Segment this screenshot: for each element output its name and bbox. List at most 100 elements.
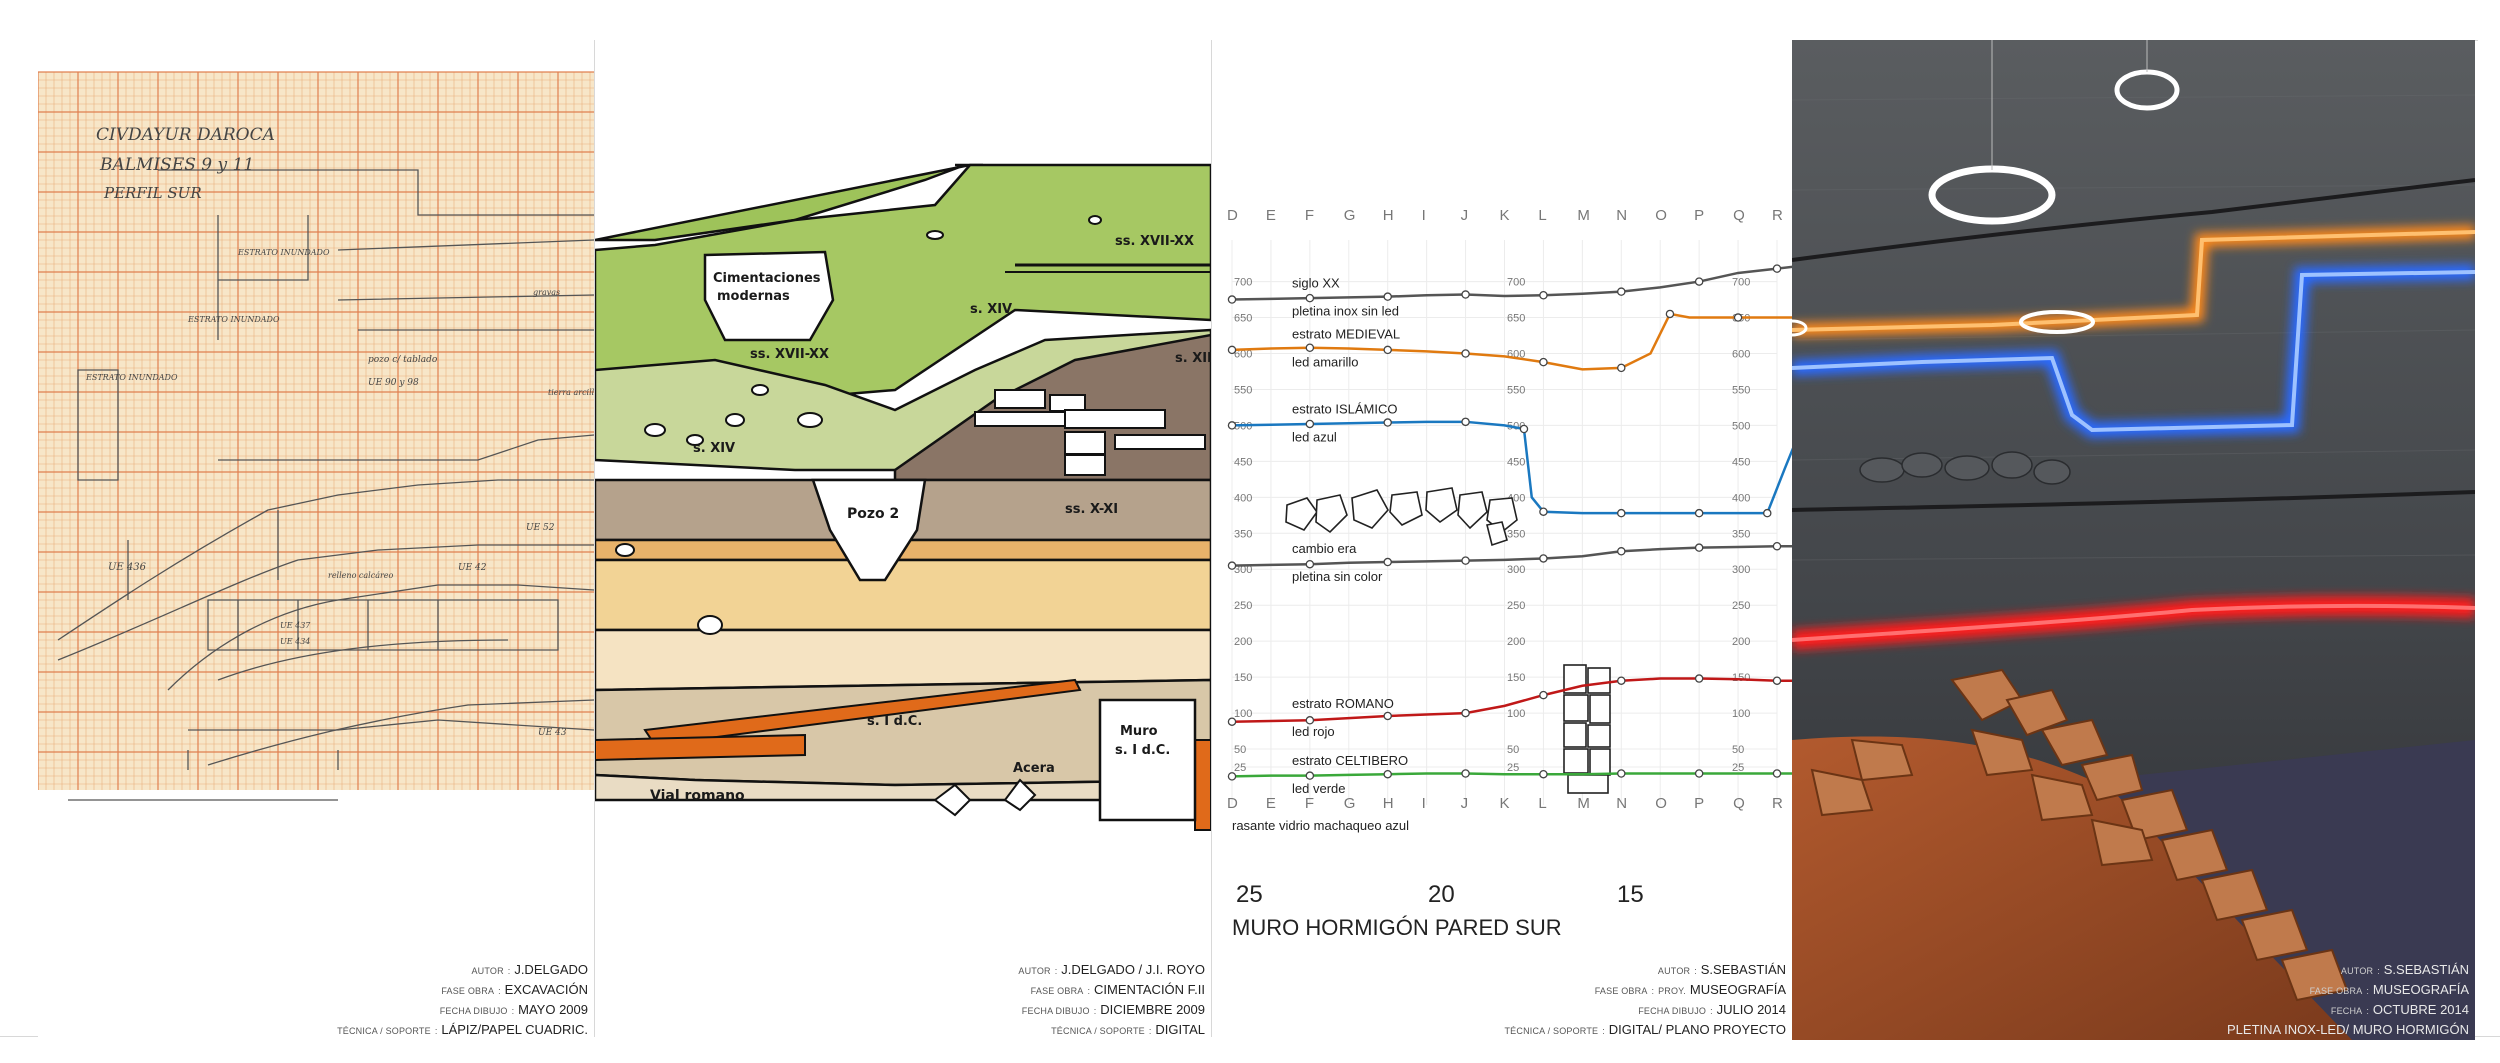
- x-tick-label-bottom: M: [1577, 795, 1590, 812]
- series-point: [1383, 345, 1392, 355]
- stones: [615, 215, 1206, 817]
- series-line: [1231, 265, 1792, 301]
- series-name: estrato ISLÁMICO: [1292, 401, 1397, 416]
- x-tick-label-top: M: [1577, 207, 1590, 224]
- label-cimentaciones-line2: modernas: [717, 289, 790, 304]
- series-point: [1694, 543, 1704, 552]
- series-point: [1227, 772, 1237, 781]
- y-tick-label: 450: [1732, 456, 1750, 468]
- series-point: [1539, 690, 1548, 700]
- sketch-label: UE 436: [108, 562, 147, 573]
- series-line: [1231, 420, 1792, 515]
- y-tick-label: 50: [1234, 744, 1246, 756]
- x-tick-label-bottom: L: [1538, 795, 1546, 812]
- y-tick-label: 250: [1234, 600, 1252, 612]
- x-tick-label-top: I: [1422, 207, 1426, 224]
- series-point: [1617, 287, 1626, 296]
- credit-value: MUSEOGRAFÍA: [1689, 982, 1786, 997]
- x-tick-label-top: F: [1305, 207, 1314, 224]
- credit-technique: TÉCNICA / SOPORTE: LÁPIZ/PAPEL CUADRIC.: [337, 1022, 588, 1037]
- panel-field-sketch: CIVDAYUR DAROCA BALMISES 9 y 11 PERFIL S…: [38, 40, 594, 1040]
- x-tick-label-bottom: E: [1266, 795, 1276, 812]
- y-tick-label: 200: [1234, 636, 1252, 648]
- series-subtitle: led amarillo: [1292, 354, 1358, 369]
- y-tick-label: 250: [1732, 600, 1750, 612]
- y-tick-label: 650: [1507, 313, 1525, 325]
- credit-technique: TÉCNICA / SOPORTE: DIGITAL: [1051, 1022, 1205, 1037]
- x-tick-label-bottom: J: [1461, 795, 1469, 812]
- scale-tick-15: 15: [1617, 881, 1644, 908]
- floor-dark-glass: [2092, 740, 2475, 1040]
- label-x-xi: ss. X-XI: [1065, 502, 1118, 517]
- y-tick-label: 300: [1234, 564, 1252, 576]
- series-point: [1539, 554, 1548, 563]
- credit-key: FECHA DIBUJO: [1021, 1006, 1090, 1016]
- credit-key: TÉCNICA / SOPORTE: [337, 1026, 431, 1036]
- stone-wall-drawing: [1285, 487, 1611, 794]
- x-tick-label-top: D: [1227, 207, 1238, 224]
- credit-value: EXCAVACIÓN: [504, 982, 588, 997]
- credit-key: FASE OBRA: [1594, 986, 1648, 996]
- led-strip-blue: [1792, 270, 2475, 433]
- y-tick-label: 100: [1234, 708, 1252, 720]
- layer-pale-green: [595, 328, 1211, 472]
- series-point: [1461, 417, 1470, 427]
- series-name: estrato CELTIBERO: [1292, 753, 1408, 768]
- installation-photo: [1792, 40, 2475, 1040]
- series-name: estrato MEDIEVAL: [1292, 326, 1400, 341]
- x-tick-label-bottom: P: [1694, 795, 1704, 812]
- layer-beige: [595, 558, 1211, 632]
- x-tick-label-bottom: H: [1383, 795, 1394, 812]
- series-point: [1539, 290, 1548, 300]
- series-point: [1539, 769, 1548, 779]
- series-point: [1227, 345, 1237, 355]
- credit-date: FECHA DIBUJO: DICIEMBRE 2009: [1021, 1002, 1205, 1017]
- series-point: [1305, 559, 1315, 569]
- x-tick-label-bottom: R: [1772, 795, 1783, 812]
- sketch-label: UE 43: [538, 728, 567, 738]
- label-xvii-xx-lower: ss. XVII-XX: [750, 347, 829, 362]
- series-subtitle: pletina inox sin led: [1292, 303, 1399, 318]
- label-xiv-upper: s. XIV: [970, 302, 1012, 317]
- credit-value: OCTUBRE 2014: [2372, 1002, 2469, 1017]
- series-subtitle: led rojo: [1292, 724, 1335, 739]
- series-point: [1617, 547, 1626, 556]
- bottom-note: rasante vidrio machaqueo azul: [1232, 818, 1409, 833]
- scale-tick-25: 25: [1236, 881, 1263, 908]
- series-point: [1461, 556, 1470, 565]
- series-point: [1733, 313, 1743, 322]
- credit-date: FECHA DIBUJO: MAYO 2009: [439, 1002, 588, 1017]
- credit-key: AUTOR: [2340, 966, 2374, 976]
- orange-band: [1194, 739, 1211, 831]
- x-tick-label-top: P: [1694, 207, 1704, 224]
- strip-pletina-top: [1792, 178, 2475, 262]
- y-tick-label: 600: [1234, 348, 1252, 360]
- scale-tick-20: 20: [1428, 881, 1455, 908]
- series-point: [1694, 769, 1704, 778]
- y-tick-label: 550: [1507, 384, 1525, 396]
- credit-key: AUTOR: [1018, 966, 1051, 976]
- y-tick-label: 250: [1507, 600, 1525, 612]
- panel-divider: [1211, 40, 1212, 1036]
- series-line: [1231, 312, 1792, 371]
- y-tick-label: 50: [1507, 744, 1519, 756]
- muro-shape: [1098, 698, 1197, 822]
- x-tick-label-bottom: I: [1422, 795, 1426, 812]
- credit-value: LÁPIZ/PAPEL CUADRIC.: [441, 1022, 588, 1037]
- credit-author: AUTOR: J.DELGADO: [471, 962, 588, 977]
- x-tick-label-top: N: [1616, 207, 1627, 224]
- series-point: [1539, 357, 1548, 367]
- panel-wall-chart: D D E E F F G G H H I I J J K K L L M M N N O O P P Q Q R R 25 25 25 50 50…: [1212, 40, 1792, 1040]
- y-tick-label: 350: [1234, 528, 1252, 540]
- credit-key: TÉCNICA / SOPORTE: [1051, 1026, 1145, 1036]
- series-point: [1772, 676, 1782, 685]
- series-line: [1231, 772, 1792, 778]
- y-tick-label: 25: [1234, 762, 1246, 774]
- x-tick-label-bottom: F: [1305, 795, 1314, 812]
- credit-key: FASE OBRA: [1030, 986, 1084, 996]
- pencil-sketch: [57, 169, 594, 801]
- credit-technique: PLETINA INOX-LED/ MURO HORMIGÓN: [2227, 1020, 2469, 1040]
- sketch-label: gravas: [533, 288, 560, 297]
- credit-phase: FASE OBRA: EXCAVACIÓN: [441, 982, 588, 997]
- series-point: [1227, 561, 1237, 570]
